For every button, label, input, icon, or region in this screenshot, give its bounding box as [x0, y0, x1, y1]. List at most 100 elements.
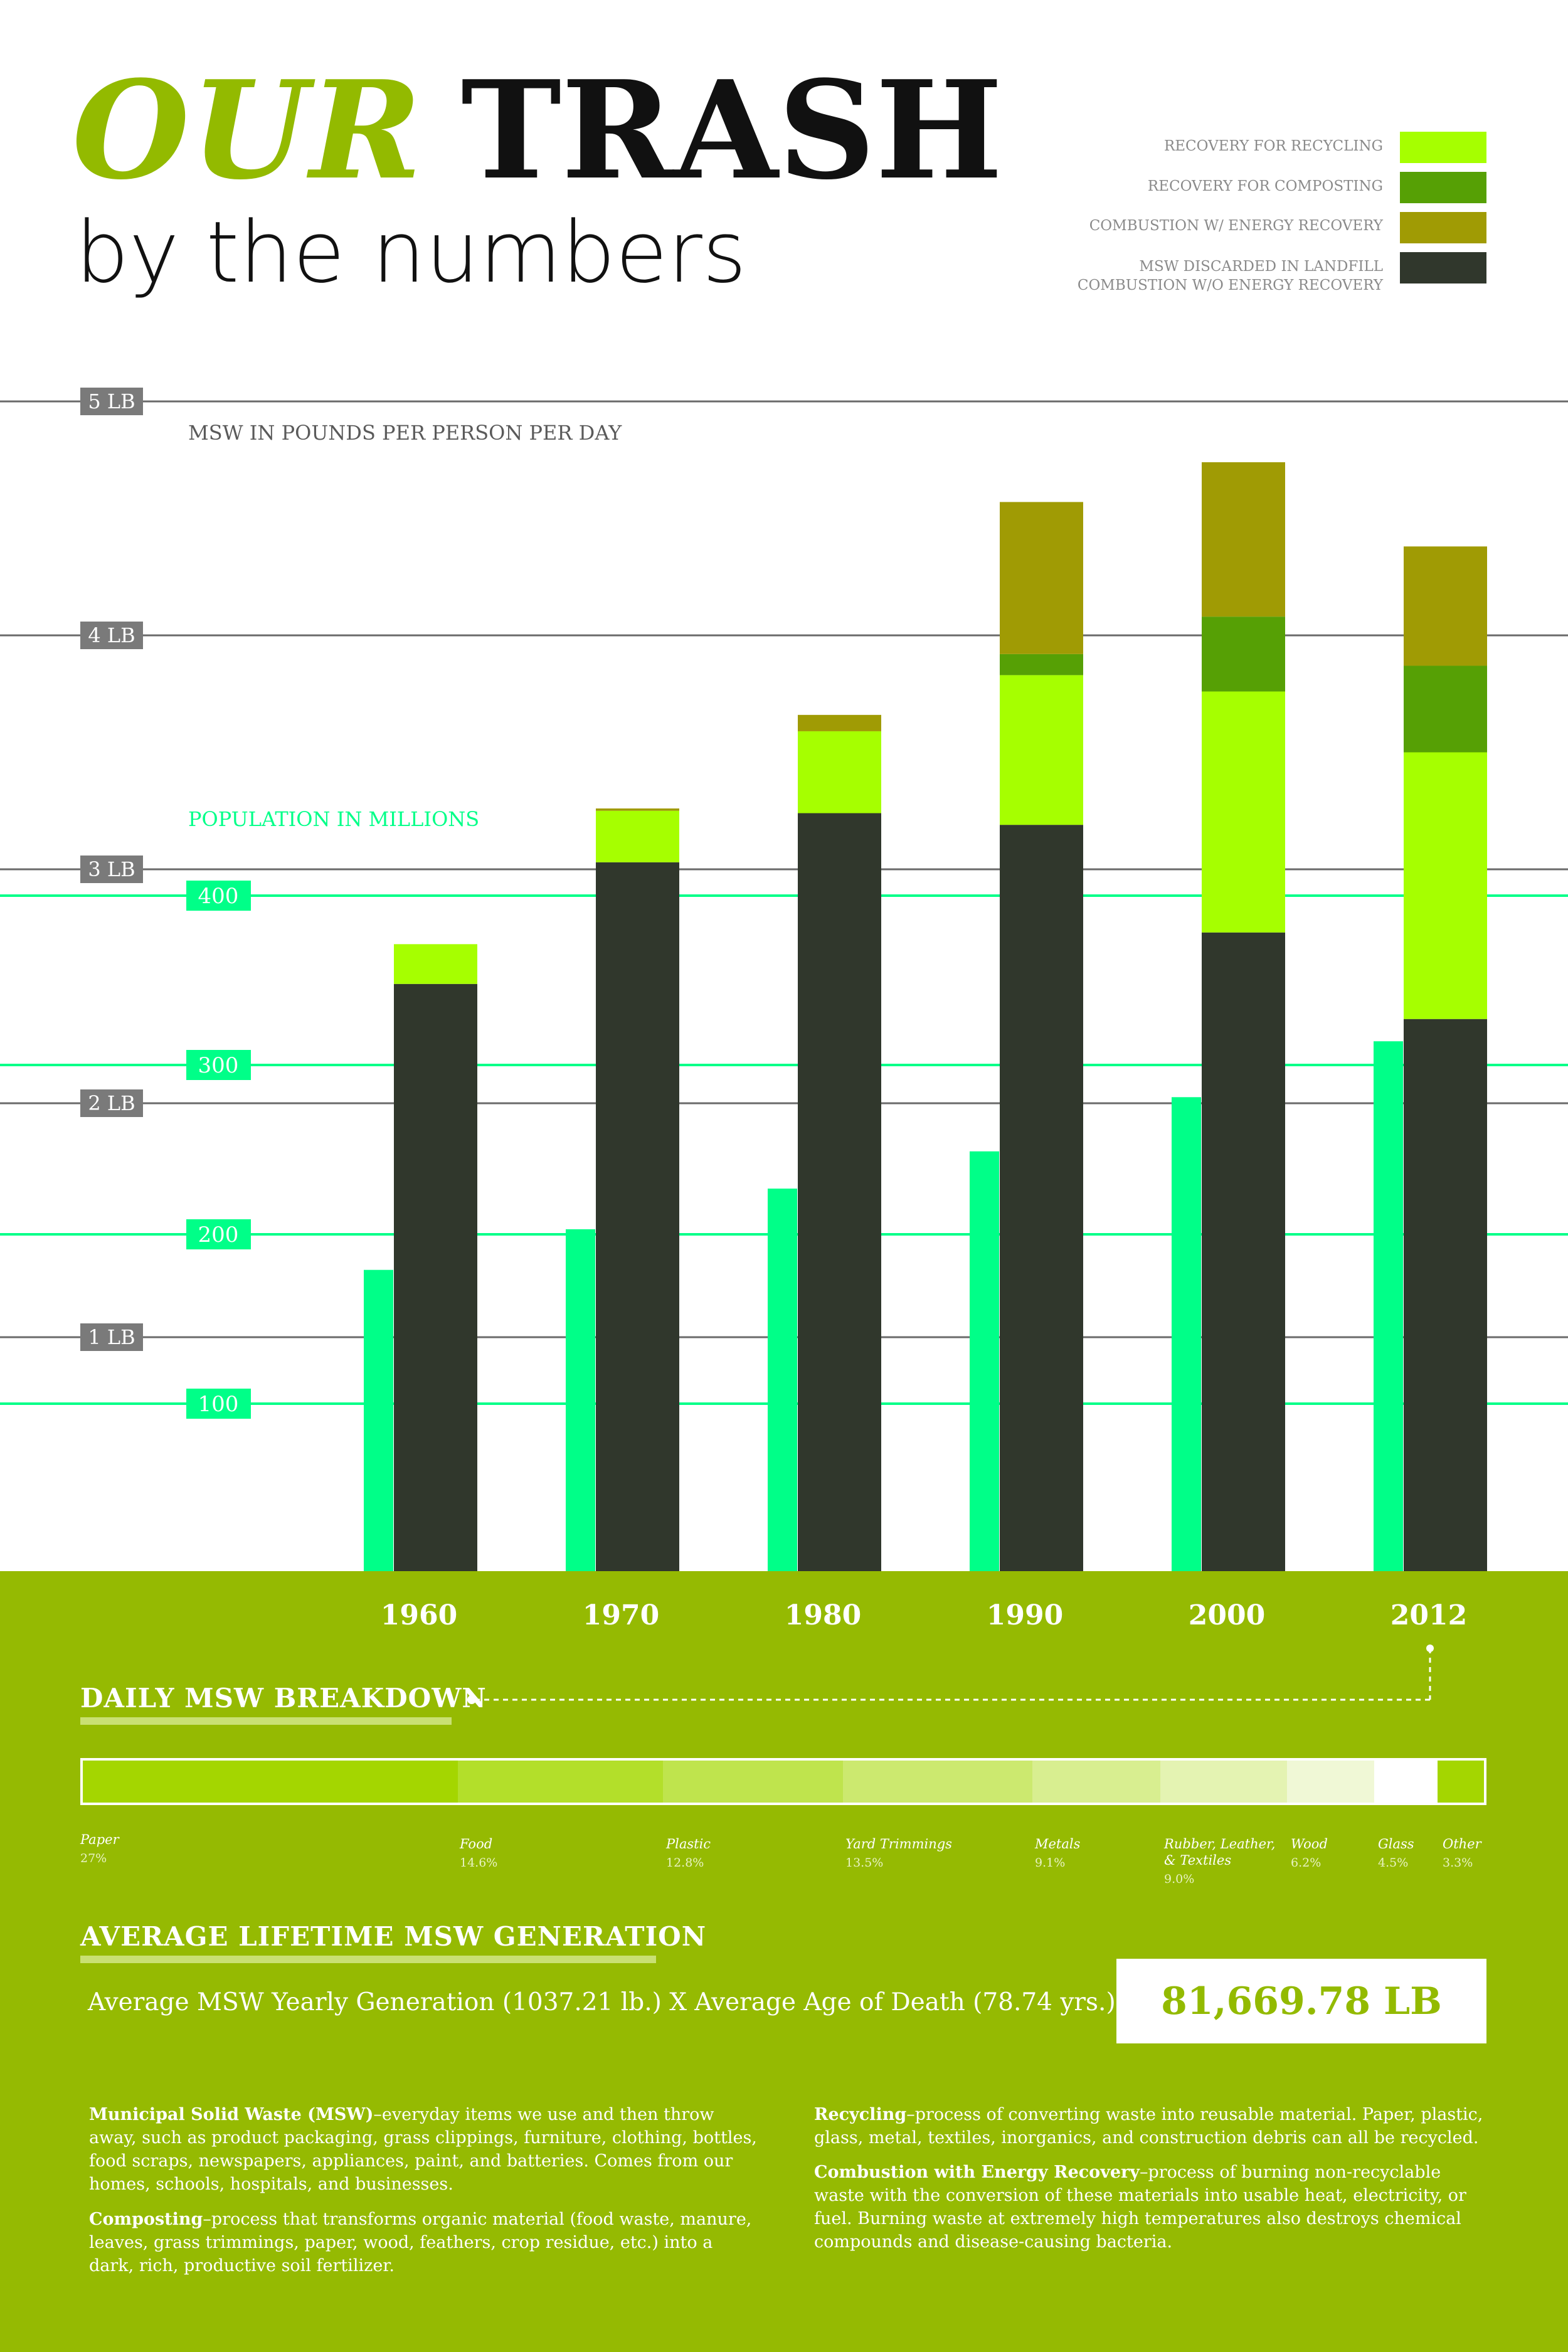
breakdown-segment-yard-trimmings: [843, 1761, 1032, 1803]
breakdown-pct: 4.5%: [1378, 1856, 1409, 1870]
population-bar-2000: [1172, 1097, 1201, 1571]
definition-recycling-term: Recycling: [814, 2105, 907, 2124]
bar-composting-2000: [1202, 617, 1285, 692]
lb-tick-bg-1: [80, 1323, 143, 1351]
pop-tick-bg-200: [186, 1219, 251, 1249]
legend-swatch-recycling: [1400, 132, 1486, 163]
lifetime-title-underline: [80, 1956, 656, 1963]
definition-combustion-term: Combustion with Energy Recovery: [814, 2163, 1140, 2182]
breakdown-label-plastic: Plastic 12.8%: [666, 1836, 711, 1870]
population-bar-1960: [364, 1269, 393, 1571]
lb-tick-bg-4: [80, 622, 143, 649]
population-bar-1980: [768, 1189, 797, 1571]
breakdown-segment-wood: [1287, 1761, 1374, 1803]
breakdown-segment-metals: [1032, 1761, 1160, 1803]
lb-tick-label-4: 4 LB: [88, 623, 135, 647]
title-our: OUR: [72, 51, 423, 209]
bar-recycling-2000: [1202, 691, 1285, 933]
breakdown-bar: [80, 1758, 1486, 1805]
pop-tick-bg-100: [186, 1389, 251, 1419]
legend-label-composting: RECOVERY FOR COMPOSTING: [1147, 178, 1383, 194]
breakdown-label-other: Other 3.3%: [1443, 1836, 1481, 1870]
bar-combustion-1970: [596, 808, 679, 811]
legend-swatch-landfill: [1400, 252, 1486, 283]
bar-composting-2012: [1404, 665, 1487, 753]
breakdown-pct: 9.0%: [1164, 1872, 1195, 1886]
breakdown-pct: 14.6%: [460, 1856, 498, 1870]
legend-swatch-combustion: [1400, 212, 1486, 243]
bar-combustion-1980: [798, 714, 881, 731]
definition-recycling-text: –process of converting waste into reusab…: [814, 2105, 1483, 2148]
chart-y2label: POPULATION IN MILLIONS: [188, 807, 479, 831]
bar-recycling-1980: [798, 731, 881, 813]
bar-landfill-1990: [1000, 825, 1083, 1571]
pop-tick-label-400: 400: [198, 884, 239, 909]
legend-label-landfill-line2: COMBUSTION W/O ENERGY RECOVERY: [1077, 277, 1383, 294]
definition-composting-text: –process that transforms organic materia…: [89, 2210, 752, 2275]
breakdown-pct: 3.3%: [1443, 1856, 1473, 1870]
breakdown-segment-glass: [1374, 1761, 1438, 1803]
definition-msw-term: Municipal Solid Waste (MSW): [89, 2105, 374, 2124]
definition-msw: Municipal Solid Waste (MSW)–everyday ite…: [89, 2103, 760, 2196]
bar-recycling-2012: [1404, 752, 1487, 1019]
definition-combustion: Combustion with Energy Recovery–process …: [814, 2161, 1485, 2254]
pop-tick-label-200: 200: [198, 1222, 239, 1248]
chart-ylabel: MSW IN POUNDS PER PERSON PER DAY: [188, 421, 622, 445]
lb-tick-label-2: 2 LB: [88, 1091, 135, 1115]
breakdown-name: Rubber, Leather, & Textiles: [1164, 1836, 1276, 1868]
breakdown-name: Paper: [80, 1832, 119, 1847]
legend-label-landfill: MSW DISCARDED IN LANDFILL COMBUSTION W/O…: [944, 257, 1383, 295]
bar-combustion-1990: [1000, 502, 1083, 654]
population-bar-2012: [1374, 1041, 1403, 1571]
definition-recycling: Recycling–process of converting waste in…: [814, 2103, 1485, 2149]
breakdown-segment-rubber-leather-textiles: [1160, 1761, 1287, 1803]
lb-tick-label-5: 5 LB: [88, 389, 135, 413]
breakdown-name: Other: [1443, 1836, 1481, 1851]
year-label-1970: 1970: [582, 1599, 660, 1631]
bar-recycling-1960: [394, 944, 477, 984]
lb-tick-bg-5: [80, 388, 143, 415]
breakdown-name: Yard Trimmings: [845, 1836, 952, 1851]
breakdown-segment-other: [1438, 1761, 1484, 1803]
pop-tick-bg-400: [186, 881, 251, 911]
breakdown-name: Glass: [1378, 1836, 1414, 1851]
breakdown-pct: 9.1%: [1035, 1856, 1066, 1870]
breakdown-pct: 12.8%: [666, 1856, 704, 1870]
bar-landfill-1960: [394, 983, 477, 1571]
breakdown-label-glass: Glass 4.5%: [1378, 1836, 1414, 1870]
population-bar-1990: [970, 1151, 999, 1571]
breakdown-name: Food: [460, 1836, 493, 1851]
breakdown-label-food: Food 14.6%: [460, 1836, 497, 1870]
pop-tick-bg-300: [186, 1050, 251, 1080]
pop-tick-label-100: 100: [198, 1392, 239, 1417]
breakdown-pct: 27%: [80, 1851, 107, 1865]
bar-landfill-2000: [1202, 932, 1285, 1571]
year-label-1980: 1980: [784, 1599, 862, 1631]
definition-composting-term: Composting: [89, 2210, 203, 2229]
lifetime-result-box: 81,669.78 LB: [1116, 1959, 1486, 2043]
breakdown-name: Plastic: [666, 1836, 711, 1851]
definition-msw-text: –everyday items we use and then throw aw…: [89, 2105, 757, 2194]
bar-recycling-1970: [596, 810, 679, 862]
year-label-1960: 1960: [380, 1599, 458, 1631]
bar-landfill-1970: [596, 862, 679, 1571]
breakdown-label-paper: Paper 27%: [80, 1831, 119, 1865]
breakdown-segment-plastic: [663, 1761, 843, 1803]
breakdown-connector: [467, 1645, 1434, 1704]
breakdown-label-wood: Wood 6.2%: [1291, 1836, 1328, 1870]
breakdown-label-metals: Metals 9.1%: [1035, 1836, 1080, 1870]
breakdown-label-yard-trimmings: Yard Trimmings 13.5%: [845, 1836, 952, 1870]
legend-label-combustion: COMBUSTION W/ ENERGY RECOVERY: [1089, 218, 1383, 234]
legend-label-landfill-line1: MSW DISCARDED IN LANDFILL: [1139, 258, 1383, 275]
breakdown-name: Wood: [1291, 1836, 1328, 1851]
connector-dot-title: [467, 1695, 476, 1704]
lifetime-title: AVERAGE LIFETIME MSW GENERATION: [80, 1921, 707, 1952]
population-bar-1970: [566, 1229, 595, 1571]
bar-landfill-2012: [1404, 1019, 1487, 1571]
lifetime-formula: Average MSW Yearly Generation (1037.21 l…: [88, 1988, 1144, 2016]
breakdown-name: Metals: [1035, 1836, 1081, 1851]
definition-composting: Composting–process that transforms organ…: [89, 2208, 760, 2277]
title-trash: TRASH: [461, 51, 1003, 209]
legend-swatch-composting: [1400, 172, 1486, 203]
breakdown-pct: 13.5%: [845, 1856, 884, 1870]
